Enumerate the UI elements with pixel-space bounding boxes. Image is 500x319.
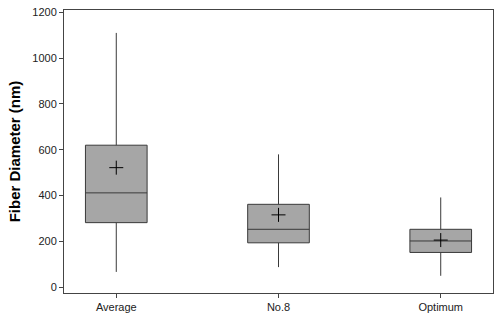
svg-text:800: 800 [38,98,56,110]
svg-text:No.8: No.8 [267,301,290,313]
svg-text:200: 200 [38,235,56,247]
svg-text:400: 400 [38,189,56,201]
svg-text:Fiber Diameter (nm): Fiber Diameter (nm) [6,81,23,223]
svg-text:Average: Average [96,301,137,313]
svg-text:Optimum: Optimum [418,301,463,313]
svg-text:1200: 1200 [32,6,56,18]
svg-text:600: 600 [38,144,56,156]
svg-text:0: 0 [51,281,57,293]
svg-text:1000: 1000 [32,52,56,64]
